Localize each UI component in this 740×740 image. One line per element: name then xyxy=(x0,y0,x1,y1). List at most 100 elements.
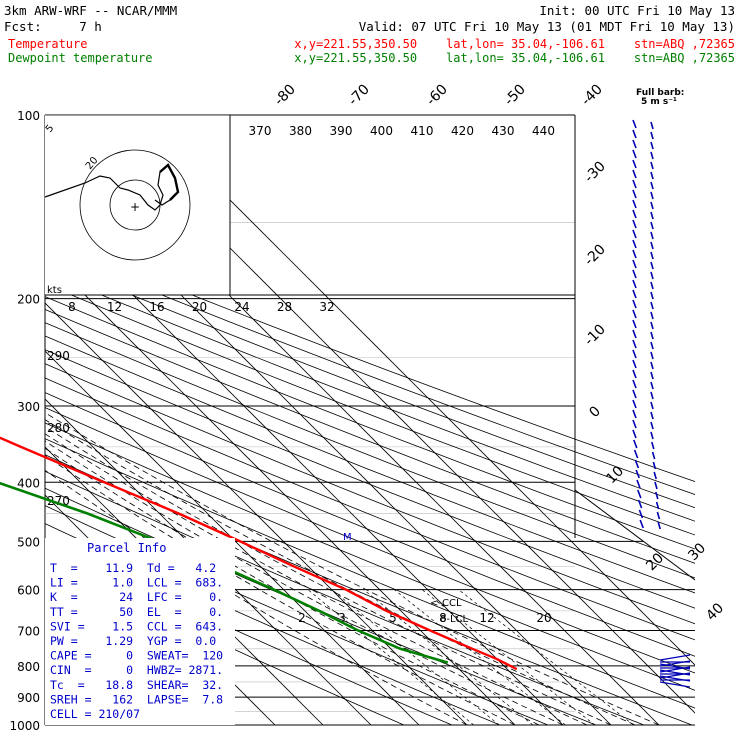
lcl-marker: 8-LCL xyxy=(440,614,469,625)
wind-barb xyxy=(650,231,654,240)
wind-barb xyxy=(650,331,654,340)
theta-label: 400 xyxy=(370,124,393,138)
hodograph-speed-label: 8 xyxy=(68,300,76,314)
mixing-ratio-labels: 2 3 5 8 12 20 xyxy=(298,611,551,625)
wind-barb xyxy=(659,660,691,667)
theta-label: 380 xyxy=(289,124,312,138)
wind-barb xyxy=(650,171,654,180)
isotherm-line xyxy=(45,398,372,725)
wind-barb xyxy=(633,439,638,449)
isotherm-label: 10 xyxy=(603,463,627,487)
mixing-ratio-line xyxy=(421,589,596,725)
dry-adiabat xyxy=(45,271,695,522)
wind-barb xyxy=(637,499,643,509)
parcel-marker: M xyxy=(343,532,352,543)
theta-label: 410 xyxy=(411,124,434,138)
wind-barb xyxy=(652,461,657,470)
wind-barb xyxy=(655,491,659,500)
wind-barb xyxy=(653,471,657,480)
wind-barb xyxy=(650,381,654,390)
dry-adiabat xyxy=(45,407,695,674)
wind-barb xyxy=(632,419,637,429)
dry-adiabat xyxy=(45,246,695,495)
mixing-ratio-label: 2 xyxy=(298,611,306,625)
isotherm-label: -20 xyxy=(581,241,608,268)
wind-barb xyxy=(650,391,654,400)
pressure-tick-labels: 100 200 300 400 500 600 700 800 900 1000 xyxy=(9,109,40,733)
ccl-marker: <-CCL xyxy=(430,598,462,609)
full-barb-unit: 5 m s⁻¹ xyxy=(641,97,677,107)
wind-barb xyxy=(650,321,654,330)
mixing-ratio-label: 3 xyxy=(338,611,346,625)
hodograph-center-marker: + xyxy=(130,200,140,214)
parcel-info-row: Tc = 18.8 SHEAR= 32. xyxy=(50,678,223,692)
pressure-tick-label: 900 xyxy=(17,691,40,705)
mixing-ratio-label: 8 xyxy=(439,611,447,625)
wind-barb xyxy=(650,311,654,320)
isotherm-line xyxy=(45,302,468,725)
isotherm-label: -50 xyxy=(501,81,528,108)
wind-barb xyxy=(632,379,637,389)
wind-barb xyxy=(632,189,637,199)
theta-label: 370 xyxy=(249,124,272,138)
forecast-hour: Fcst: 7 h xyxy=(4,19,102,34)
parcel-info-row: K = 24 LFC = 0. xyxy=(50,590,223,604)
dry-adiabat xyxy=(45,422,695,691)
wind-barb xyxy=(632,259,637,269)
wind-barb xyxy=(632,429,637,439)
wind-barb xyxy=(632,249,637,259)
isotherm-line xyxy=(45,350,420,725)
hodograph-speed-labels: 8 12 16 20 24 28 32 xyxy=(68,300,334,314)
wind-barb xyxy=(650,351,654,360)
wind-barb xyxy=(632,269,637,279)
wind-barb xyxy=(651,441,655,450)
mixing-ratio-lines xyxy=(307,589,634,725)
hodograph-unit: kts xyxy=(47,285,62,296)
hodograph-speed-label: 32 xyxy=(319,300,334,314)
wind-barb xyxy=(639,519,644,529)
theta-label: 420 xyxy=(451,124,474,138)
dewpoint-profile xyxy=(0,481,449,664)
wind-barb xyxy=(650,241,654,250)
init-time: Init: 00 UTC Fri 10 May 13 xyxy=(539,3,735,18)
theta-label: 290 xyxy=(47,349,70,363)
dry-adiabat xyxy=(45,335,695,594)
wind-barb xyxy=(632,349,637,359)
wind-barb xyxy=(659,681,691,688)
wind-barb xyxy=(632,299,637,309)
wind-barb xyxy=(651,451,656,460)
wind-barb xyxy=(650,271,654,280)
isotherm-label: -60 xyxy=(423,81,450,108)
isotherm-line xyxy=(144,115,695,666)
temperature-profile xyxy=(0,436,518,671)
pressure-tick-label: 500 xyxy=(17,535,40,549)
hodograph-speed-label: 12 xyxy=(107,300,122,314)
wind-barb xyxy=(632,149,637,159)
dry-adiabat xyxy=(45,296,695,550)
wind-barb xyxy=(659,666,691,673)
dry-adiabat xyxy=(45,470,645,725)
isotherm-label: 20 xyxy=(643,550,667,574)
dry-adiabat xyxy=(45,258,695,509)
wind-barb xyxy=(650,281,654,290)
wind-barb xyxy=(650,371,654,380)
dry-adiabat xyxy=(45,322,695,579)
hodograph-trace-bold xyxy=(159,163,180,201)
mixing-ratio-label: 5 xyxy=(389,611,397,625)
moist-adiabat xyxy=(45,412,660,725)
wind-barb xyxy=(633,449,639,459)
mixing-ratio-line xyxy=(331,589,500,725)
wind-barb xyxy=(632,199,637,209)
moist-adiabat xyxy=(45,433,588,725)
dry-adiabat xyxy=(45,283,695,536)
dry-adiabat xyxy=(45,377,695,641)
pressure-tick-label: 400 xyxy=(17,476,40,490)
hodograph-speed-label: 24 xyxy=(234,300,249,314)
wind-barb xyxy=(635,469,640,479)
wind-barb xyxy=(632,219,637,229)
dry-adiabat xyxy=(45,363,695,625)
wind-barb xyxy=(659,672,691,679)
wind-barb xyxy=(650,121,654,130)
wind-barb xyxy=(632,209,637,219)
wind-barb xyxy=(632,279,637,289)
